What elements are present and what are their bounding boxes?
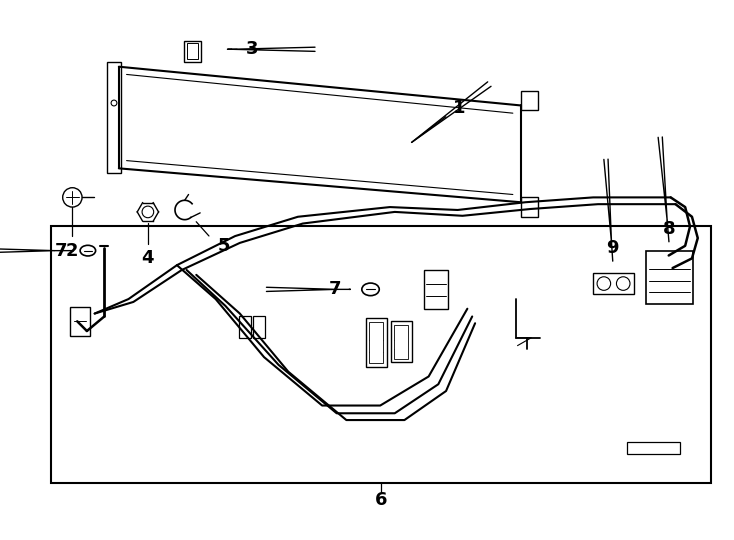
Text: 8: 8 xyxy=(662,220,675,238)
Text: 1: 1 xyxy=(454,99,466,117)
Text: 7: 7 xyxy=(329,280,341,299)
Text: 5: 5 xyxy=(217,237,230,255)
Bar xyxy=(520,198,538,217)
Bar xyxy=(627,442,680,454)
Text: 4: 4 xyxy=(142,249,154,267)
Bar xyxy=(184,40,201,62)
Bar xyxy=(366,319,387,367)
Bar xyxy=(424,270,448,309)
Bar xyxy=(391,321,413,362)
Bar xyxy=(393,325,408,359)
Text: 2: 2 xyxy=(66,241,79,260)
Bar xyxy=(593,273,634,294)
Bar xyxy=(70,307,90,336)
Bar xyxy=(520,91,538,110)
Text: 3: 3 xyxy=(246,40,258,58)
Text: 7: 7 xyxy=(54,241,67,260)
Bar xyxy=(253,316,265,338)
Text: 9: 9 xyxy=(606,239,619,256)
Bar xyxy=(51,226,711,483)
Bar xyxy=(647,251,693,304)
Bar xyxy=(107,62,121,173)
Bar xyxy=(239,316,250,338)
Bar xyxy=(186,43,198,59)
Bar xyxy=(368,322,383,363)
Text: 6: 6 xyxy=(375,491,388,509)
